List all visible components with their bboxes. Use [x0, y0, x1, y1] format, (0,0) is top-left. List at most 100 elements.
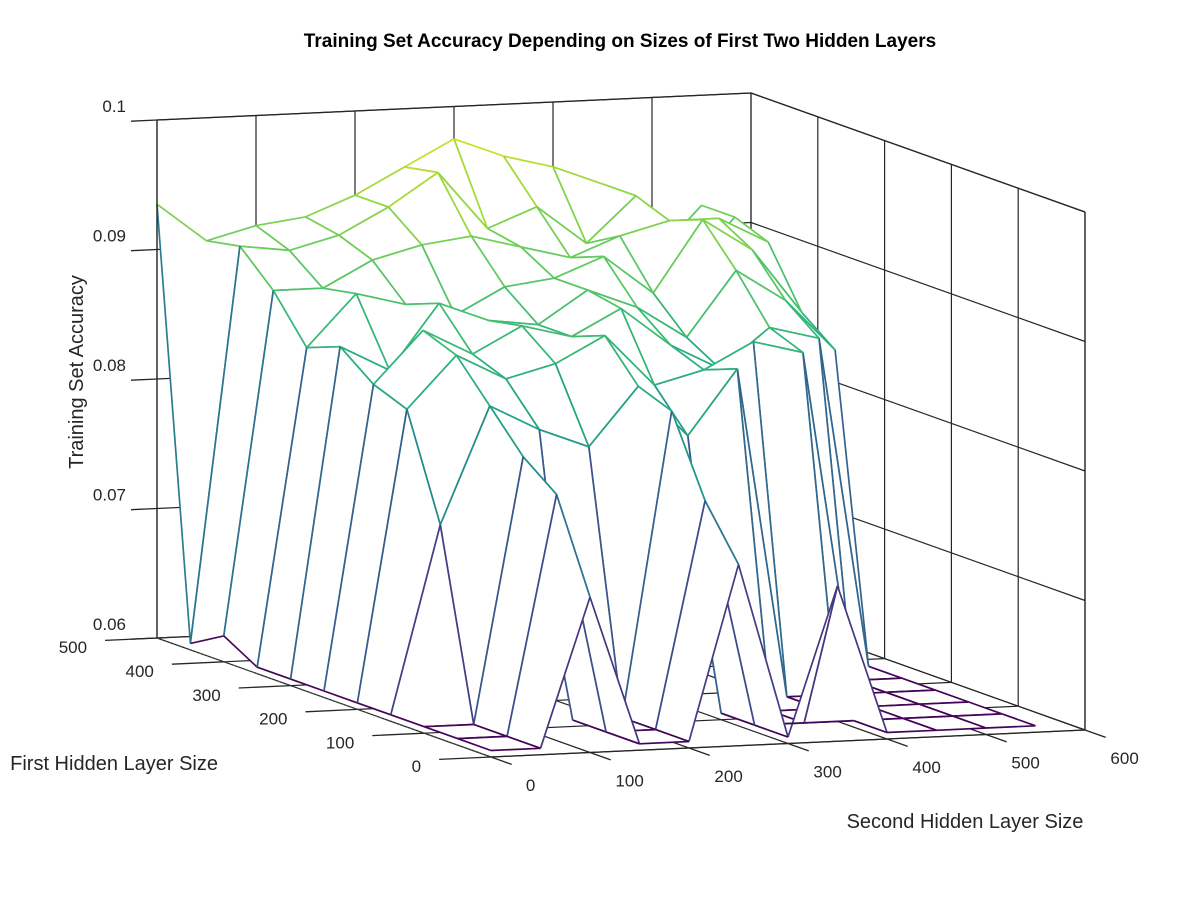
surface-edge — [885, 691, 920, 706]
surface-face — [289, 235, 373, 289]
surface-face — [388, 172, 472, 245]
surface-edge — [605, 731, 640, 745]
surface-edge — [189, 246, 241, 644]
front-axes — [105, 92, 1106, 766]
surface-edge — [504, 277, 555, 288]
surface-edge — [357, 702, 392, 716]
surface-edge — [404, 166, 439, 174]
surface-edge — [322, 287, 357, 295]
surface-face — [454, 138, 537, 229]
surface-edge — [836, 585, 888, 733]
top-edge — [750, 92, 1086, 213]
surface-edge — [520, 246, 571, 259]
surface-face — [622, 411, 706, 730]
surface-face — [603, 256, 687, 338]
surface-edge — [288, 249, 324, 289]
surface-mesh — [156, 138, 1036, 752]
surface-edge — [736, 368, 772, 712]
y-tick-label: 400 — [126, 662, 154, 681]
surface-edge — [356, 409, 408, 704]
surface-face — [571, 308, 655, 386]
surface-face — [769, 327, 853, 681]
surface-edge — [636, 306, 688, 339]
y-tick-label: 100 — [326, 733, 354, 752]
surface-cell — [457, 735, 541, 752]
surface-face — [504, 278, 588, 325]
x-tick-mark — [886, 738, 908, 748]
surface-edge — [553, 255, 605, 279]
surface-edge — [570, 255, 604, 259]
surface-face — [736, 270, 819, 339]
surface-edge — [539, 428, 590, 448]
surface-edge — [453, 138, 504, 157]
surface-edge — [387, 171, 439, 208]
surface-face — [785, 300, 869, 667]
surface-edge — [190, 635, 224, 645]
surface-face — [239, 246, 323, 291]
surface-edge — [472, 456, 525, 725]
surface-edge — [539, 596, 591, 749]
surface-face — [356, 293, 440, 371]
surface-edge — [604, 335, 640, 387]
surface-edge — [620, 308, 656, 386]
surface-edge — [339, 346, 375, 385]
surface-edge — [356, 292, 406, 306]
surface-edge — [470, 235, 506, 288]
surface-edge — [305, 216, 340, 236]
surface-edge — [455, 354, 491, 407]
surface-edge — [289, 346, 341, 680]
surface-edge — [290, 678, 325, 692]
surface-edge — [703, 341, 754, 371]
y-tick-mark — [171, 661, 224, 665]
surface-face — [406, 355, 490, 525]
surface-edge — [619, 219, 670, 237]
surface-edge — [587, 446, 624, 718]
z-tick-mark — [130, 248, 158, 252]
surface-face — [570, 235, 654, 294]
x-tick-mark — [985, 733, 1007, 743]
surface-edge — [306, 345, 341, 349]
y-tick-label: 300 — [192, 686, 220, 705]
surface-edge — [389, 524, 442, 716]
surface-edge — [553, 277, 588, 291]
surface-edge — [734, 216, 769, 243]
surface-edge — [685, 269, 737, 338]
surface-face — [702, 219, 786, 301]
z-tick-label: 0.06 — [93, 615, 126, 634]
surface-edge — [223, 635, 258, 668]
x-tick-label: 300 — [813, 763, 841, 782]
y-tick-label: 500 — [59, 638, 87, 657]
x-tick-label: 600 — [1110, 749, 1138, 768]
surface-edge — [488, 319, 523, 327]
x-tick-label: 200 — [714, 767, 742, 786]
surface-edge — [787, 585, 839, 738]
surface-edge — [323, 690, 358, 704]
z-tick-label: 0.09 — [93, 227, 126, 246]
surface-face — [553, 166, 636, 244]
y-tick-mark — [439, 756, 492, 761]
surface-edge — [156, 203, 208, 242]
surface-edge — [635, 195, 670, 222]
surface-face — [324, 384, 407, 703]
surface-edge — [422, 329, 457, 356]
surface-edge — [1001, 713, 1036, 727]
surface-edge — [571, 334, 605, 338]
surface-edge — [404, 138, 455, 168]
surface-edge — [453, 138, 489, 229]
surface-edge — [239, 245, 274, 292]
surface-face — [685, 217, 769, 272]
surface-edge — [703, 368, 738, 371]
surface-edge — [422, 329, 473, 355]
surface-face — [273, 288, 357, 348]
surface-edge — [421, 244, 456, 316]
surface-edge — [704, 500, 740, 565]
grid-line — [750, 221, 1086, 343]
surface-edge — [652, 219, 704, 294]
surface-edge — [505, 362, 556, 380]
surface-edge — [903, 715, 953, 720]
surface-face — [852, 678, 936, 693]
surface-edge — [339, 345, 390, 372]
surface-edge — [886, 729, 937, 734]
surface-edge — [701, 204, 736, 219]
surface-edge — [602, 256, 638, 308]
